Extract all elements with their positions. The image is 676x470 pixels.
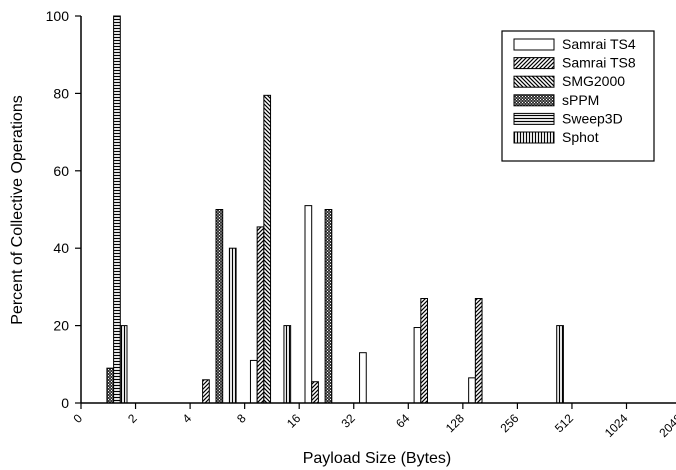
x-tick-label: 8 (234, 411, 249, 426)
y-tick-label: 40 (53, 240, 69, 256)
x-tick-label: 256 (497, 411, 521, 435)
legend-swatch (513, 112, 555, 125)
legend-label: Sweep3D (562, 110, 623, 126)
bar-sweep3d-0 (113, 15, 121, 404)
x-tick-label: 128 (443, 411, 467, 435)
x-axis-title: Payload Size (Bytes) (303, 450, 452, 467)
bar-samrai-ts8-4 (202, 379, 210, 404)
bar-samrai-ts4-16 (304, 205, 313, 404)
x-tick-label: 64 (393, 411, 413, 431)
y-tick-label: 100 (46, 8, 70, 24)
bar-sppm-0 (106, 367, 115, 404)
y-tick-label: 80 (53, 85, 69, 101)
legend-label: SMG2000 (562, 73, 625, 89)
bar-sppm-16 (324, 209, 333, 404)
bar-samrai-ts4-8 (249, 359, 258, 404)
legend-swatch (513, 94, 555, 107)
bar-samrai-ts8-128 (474, 298, 483, 404)
bar-sphot-0 (119, 325, 128, 404)
x-tick-label: 1024 (602, 411, 631, 440)
axes-group (80, 16, 676, 404)
bar-samrai-ts4-64 (413, 327, 422, 404)
legend-label: Sphot (562, 129, 599, 145)
y-tick-label: 60 (53, 163, 69, 179)
legend-swatch (513, 38, 555, 51)
x-tick-label: 512 (552, 411, 576, 435)
bar-sphot-4 (228, 247, 237, 404)
legend-swatch (513, 57, 555, 70)
bar-samrai-ts8-64 (420, 298, 428, 404)
y-tick-label: 20 (53, 318, 69, 334)
bar-smg2000-8 (263, 94, 272, 404)
legend-label: Samrai TS4 (562, 36, 636, 52)
x-tick-label: 32 (339, 411, 359, 431)
bar-samrai-ts4-32 (359, 352, 367, 404)
legend-label: Samrai TS8 (562, 55, 636, 71)
legend-swatch (513, 131, 555, 144)
bar-samrai-ts4-128 (468, 377, 476, 404)
bar-sppm-4 (215, 209, 224, 404)
legend-swatch (513, 75, 555, 88)
x-tick-label: 16 (284, 411, 304, 431)
x-tick-label: 2048 (656, 411, 676, 440)
y-axis-title: Percent of Collective Operations (9, 95, 26, 324)
bar-sphot-256 (556, 325, 564, 404)
y-tick-label: 0 (61, 395, 69, 411)
bar-sphot-8 (283, 325, 292, 404)
x-tick-label: 0 (70, 411, 85, 426)
legend-label: sPPM (562, 92, 599, 108)
x-tick-label: 2 (125, 411, 140, 426)
legend: Samrai TS4 Samrai TS8 SMG2000 sPPM Sweep3D Sp… (501, 30, 655, 162)
x-tick-label: 4 (180, 411, 195, 426)
bars-group (106, 15, 564, 404)
bar-samrai-ts8-16 (311, 381, 319, 404)
bar-samrai-ts8-8 (256, 226, 265, 404)
